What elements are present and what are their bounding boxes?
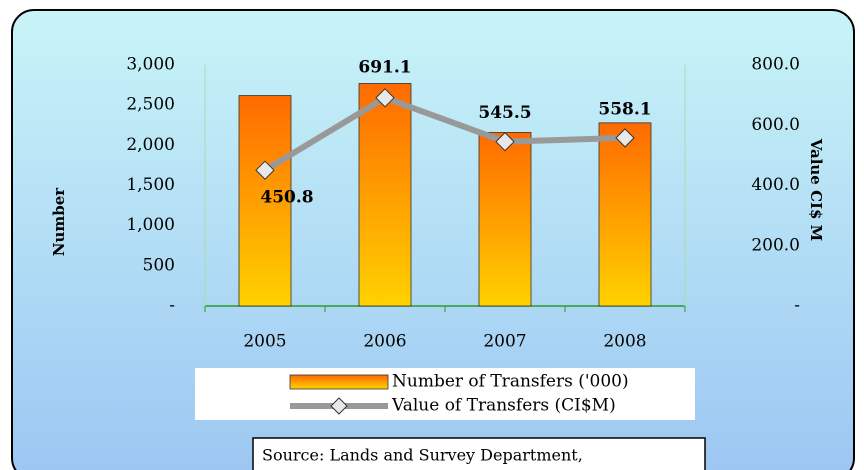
- x-tick-label: 2007: [483, 332, 526, 352]
- line: [263, 94, 626, 173]
- y-axis-title: Number: [50, 187, 68, 257]
- y2-tick-label: 800.0: [751, 55, 800, 75]
- legend: [195, 368, 695, 420]
- y-tick-label: -: [169, 296, 175, 316]
- y-tick-label: 3,000: [126, 55, 175, 75]
- data-label: 558.1: [598, 99, 651, 119]
- line-marker: [375, 88, 395, 108]
- y2-tick-label: 200.0: [751, 235, 800, 255]
- legend-swatch: [289, 374, 389, 390]
- y2-tick-label: 600.0: [751, 115, 800, 135]
- bar: [358, 83, 412, 307]
- legend-marker: [330, 397, 348, 415]
- data-label: 545.5: [478, 103, 531, 123]
- data-label: 691.1: [358, 57, 411, 77]
- y2-tick-label: -: [794, 296, 800, 316]
- y-tick-label: 500: [143, 255, 175, 275]
- data-label: 450.8: [260, 188, 313, 208]
- x-tick-label: 2006: [363, 332, 406, 352]
- x-tick-label: 2008: [603, 332, 646, 352]
- bar: [598, 122, 652, 307]
- line-marker: [255, 160, 275, 180]
- line-marker: [615, 128, 635, 148]
- bar: [478, 132, 532, 307]
- x-tick-label: 2005: [243, 332, 286, 352]
- y-tick-label: 1,500: [126, 175, 175, 195]
- y-tick-label: 2,000: [126, 135, 175, 155]
- legend-label: Number of Transfers ('000): [392, 372, 629, 392]
- bar: [238, 95, 292, 307]
- source: Source: Lands and Survey Department,: [262, 446, 583, 465]
- source-box: [252, 437, 706, 470]
- legend-label: Value of Transfers (CI$M): [391, 396, 616, 416]
- y2-axis-title: Value CI$ M: [807, 138, 825, 242]
- line-marker: [495, 131, 515, 152]
- y-tick-label: 1,000: [126, 215, 175, 235]
- y-tick-label: 2,500: [126, 95, 175, 115]
- y2-tick-label: 400.0: [751, 175, 800, 195]
